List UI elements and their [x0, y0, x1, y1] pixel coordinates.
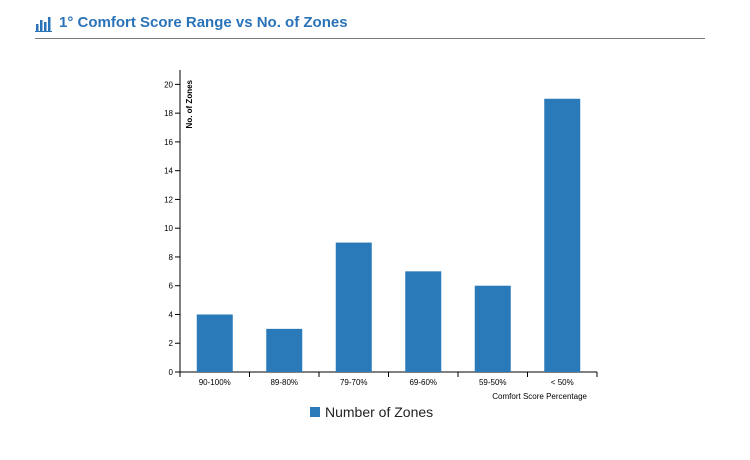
bar-chart-icon	[35, 17, 52, 32]
bar	[266, 328, 303, 372]
x-axis-title: Comfort Score Percentage	[492, 392, 587, 401]
y-tick-label: 6	[169, 282, 174, 291]
y-axis-title: No. of Zones	[185, 79, 194, 128]
y-tick-label: 16	[164, 138, 173, 147]
chart-title: 1° Comfort Score Range vs No. of Zones	[59, 14, 348, 31]
y-tick-label: 12	[164, 195, 173, 204]
x-tick-label: 79-70%	[340, 378, 368, 387]
y-tick-label: 0	[169, 368, 174, 377]
x-tick-label: 59-50%	[479, 378, 507, 387]
y-tick-label: 2	[169, 339, 174, 348]
bar	[335, 242, 372, 372]
y-tick-label: 14	[164, 167, 173, 176]
x-tick-label: < 50%	[551, 378, 574, 387]
x-tick-label: 90-100%	[199, 378, 231, 387]
legend-swatch	[310, 407, 320, 417]
x-tick-label: 69-60%	[409, 378, 437, 387]
bar	[196, 314, 233, 372]
y-tick-label: 4	[169, 310, 174, 319]
legend: Number of Zones	[310, 404, 433, 420]
bar	[405, 271, 442, 372]
bar	[474, 285, 511, 372]
y-tick-label: 18	[164, 109, 173, 118]
bars	[196, 98, 581, 372]
y-tick-label: 10	[164, 224, 173, 233]
x-tick-label: 89-80%	[270, 378, 298, 387]
x-axis: 90-100% 89-80% 79-70% 69-60% 59-50% < 50%	[175, 371, 598, 387]
y-axis: 0 2 4 6 8 10 12 14 16 18 20	[164, 70, 181, 377]
y-tick-label: 20	[164, 80, 173, 89]
report-section-header: 1° Comfort Score Range vs No. of Zones	[35, 14, 705, 39]
legend-label: Number of Zones	[325, 404, 434, 420]
y-tick-label: 8	[169, 253, 174, 262]
bar	[544, 98, 581, 372]
